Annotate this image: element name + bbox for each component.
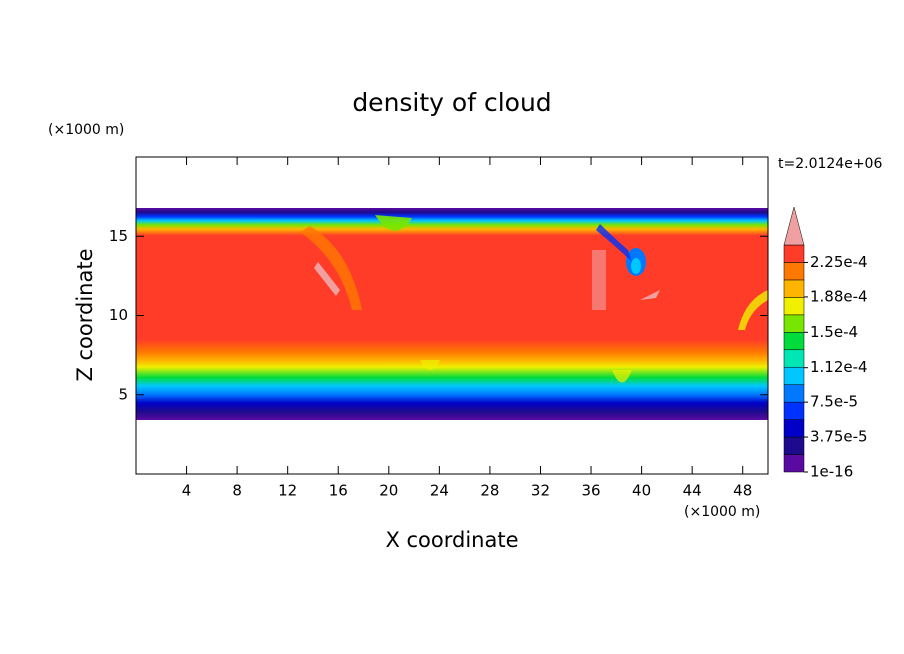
colorbar-box xyxy=(783,332,805,351)
x-tick-label: 28 xyxy=(480,482,499,500)
y-tick-label: 5 xyxy=(118,385,128,403)
colorbar-box xyxy=(783,366,805,385)
contour-field xyxy=(136,208,768,420)
colorbar-tick-label: 7.5e-5 xyxy=(810,393,858,411)
colorbar-box xyxy=(783,279,805,298)
colorbar-box xyxy=(783,262,805,281)
y-tick-label: 15 xyxy=(109,227,128,245)
colorbar-tick-label: 1.88e-4 xyxy=(810,287,868,305)
colorbar-box xyxy=(783,436,805,455)
x-tick-label: 4 xyxy=(182,482,192,500)
x-tick-label: 44 xyxy=(683,482,702,500)
x-tick-label: 36 xyxy=(581,482,600,500)
colorbar-tick-label: 1.12e-4 xyxy=(810,358,868,376)
x-unit: (×1000 m) xyxy=(684,504,760,520)
chart-title: density of cloud xyxy=(352,88,551,117)
x-tick-label: 20 xyxy=(379,482,398,500)
colorbar-box xyxy=(783,419,805,438)
colorbar-tick-label: 3.75e-5 xyxy=(810,428,868,446)
y-unit: (×1000 m) xyxy=(48,122,124,138)
colorbar-tick-label: 1e-16 xyxy=(810,463,853,481)
colorbar-box xyxy=(783,454,805,473)
y-axis-label: Z coordinate xyxy=(73,248,97,381)
colorbar-tick-label: 1.5e-4 xyxy=(810,323,858,341)
y-tick-label: 10 xyxy=(109,306,128,324)
colorbar-box xyxy=(783,314,805,333)
x-axis-label: X coordinate xyxy=(385,528,518,552)
time-label: t=2.0124e+06 xyxy=(778,156,882,172)
x-tick-label: 32 xyxy=(531,482,550,500)
colorbar-box xyxy=(783,384,805,403)
colorbar-tick-label: 2.25e-4 xyxy=(810,253,868,271)
colorbar-box xyxy=(783,349,805,368)
x-tick-label: 8 xyxy=(232,482,242,500)
x-tick-label: 40 xyxy=(632,482,651,500)
colorbar-box xyxy=(783,401,805,420)
colorbar-extend xyxy=(783,206,805,246)
colorbar-box xyxy=(783,244,805,263)
colorbar-box xyxy=(783,297,805,316)
x-tick-label: 12 xyxy=(278,482,297,500)
x-tick-label: 24 xyxy=(430,482,449,500)
x-tick-label: 16 xyxy=(329,482,348,500)
x-tick-label: 48 xyxy=(733,482,752,500)
